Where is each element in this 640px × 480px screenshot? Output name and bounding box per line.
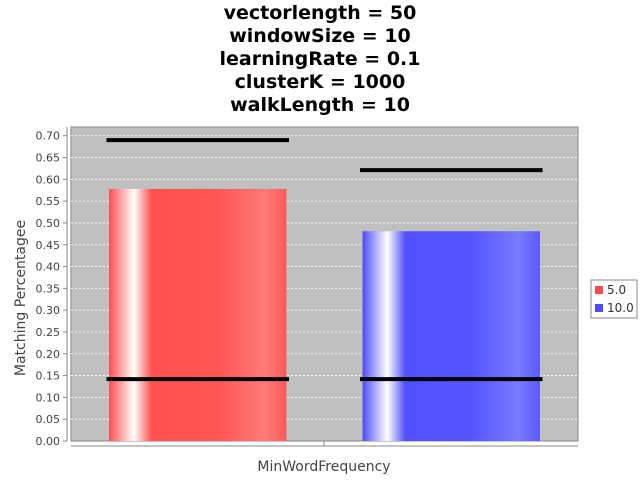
y-tick-label: 0.65 xyxy=(36,152,61,165)
y-tick-label: 0.50 xyxy=(36,217,61,230)
legend-label-5.0: 5.0 xyxy=(607,283,626,297)
title-line-clusterk: clusterK = 1000 xyxy=(234,71,406,93)
y-tick-label: 0.60 xyxy=(36,173,61,186)
title-line-windowsize: windowSize = 10 xyxy=(229,25,411,47)
y-tick-label: 0.15 xyxy=(36,370,61,383)
y-tick-label: 0.05 xyxy=(36,413,61,426)
y-tick-label: 0.25 xyxy=(36,326,61,339)
bar-5.0 xyxy=(109,188,287,441)
y-tick-label: 0.70 xyxy=(36,130,61,143)
y-tick-label: 0.45 xyxy=(36,239,61,252)
title-line-vectorlength: vectorlength = 50 xyxy=(223,2,417,24)
legend-swatch-5.0 xyxy=(595,286,603,294)
legend-label-10.0: 10.0 xyxy=(607,301,634,315)
title-line-walklength: walkLength = 10 xyxy=(230,94,410,116)
title-line-learningrate: learningRate = 0.1 xyxy=(219,48,421,70)
error-bars xyxy=(106,138,543,382)
y-axis-label: Matching Percentagee xyxy=(13,220,29,376)
y-tick-label: 0.20 xyxy=(36,348,61,361)
bars xyxy=(109,188,540,441)
y-tick-label: 0.00 xyxy=(36,435,61,448)
bar-10.0 xyxy=(362,231,540,441)
y-tick-label: 0.10 xyxy=(36,391,61,404)
chart-title: vectorlength = 50 windowSize = 10 learni… xyxy=(0,2,640,117)
x-axis-label: MinWordFrequency xyxy=(257,459,390,475)
legend: 5.0 10.0 xyxy=(590,279,638,319)
y-tick-label: 0.35 xyxy=(36,282,61,295)
y-tick-label: 0.55 xyxy=(36,195,61,208)
y-tick-label: 0.40 xyxy=(36,261,61,274)
legend-swatch-10.0 xyxy=(595,304,603,312)
y-axis: 0.00 0.05 0.10 0.15 0.20 0.25 0.30 0.35 0.40 0.45… xyxy=(36,127,68,448)
y-tick-label: 0.30 xyxy=(36,304,61,317)
